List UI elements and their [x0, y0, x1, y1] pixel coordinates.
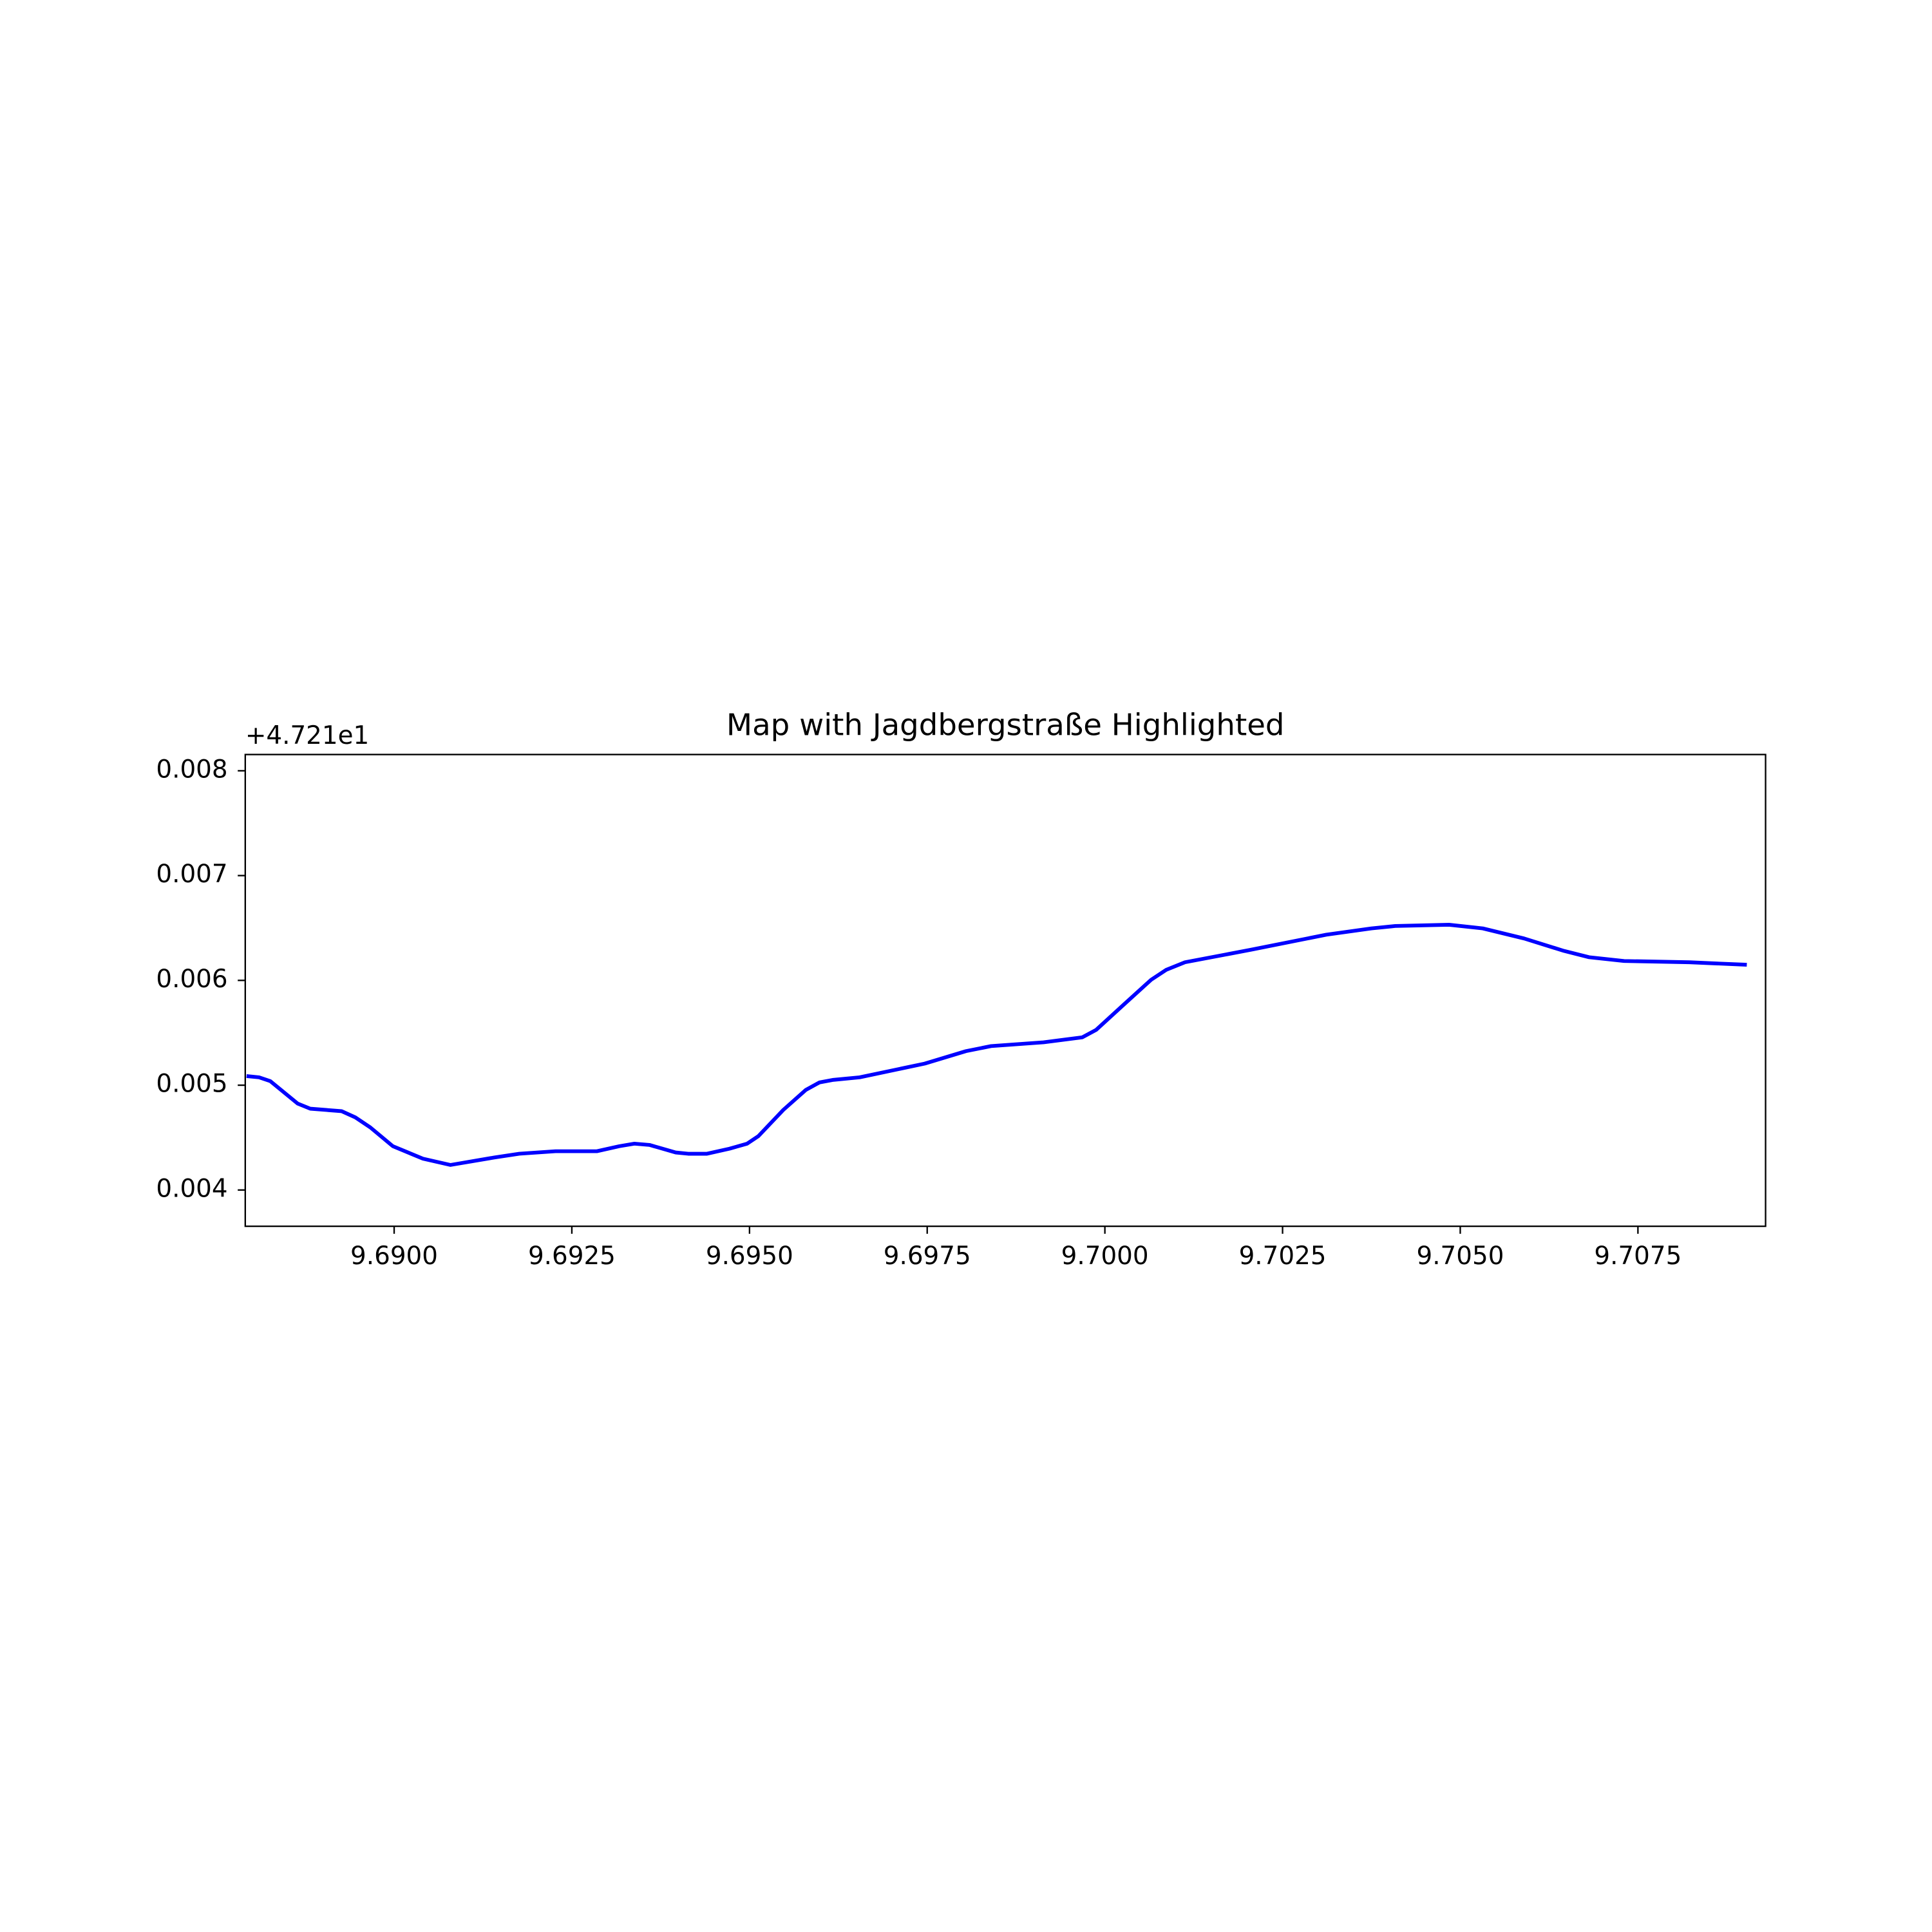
x-tick-label: 9.6950: [706, 1242, 793, 1271]
x-tick-label: 9.7075: [1594, 1242, 1681, 1271]
chart-title: Map with Jagdbergstraße Highlighted: [726, 707, 1285, 742]
x-tick-label: 9.7050: [1416, 1242, 1504, 1271]
line-series: [246, 923, 1747, 1167]
x-tick-label: 9.6925: [528, 1242, 616, 1271]
x-tick-label: 9.7000: [1061, 1242, 1149, 1271]
y-tick-label: 0.004: [156, 1174, 227, 1203]
plot-frame: [244, 753, 1766, 1227]
y-tick-label: 0.008: [156, 755, 227, 784]
x-tick-label: 9.7025: [1239, 1242, 1327, 1271]
y-tick-label: 0.007: [156, 860, 227, 889]
x-tick-label: 9.6975: [884, 1242, 971, 1271]
y-tick-label: 0.005: [156, 1070, 227, 1099]
y-offset-label: +4.721e1: [245, 721, 369, 750]
y-tick-label: 0.006: [156, 965, 227, 994]
x-tick-label: 9.6900: [350, 1242, 438, 1271]
